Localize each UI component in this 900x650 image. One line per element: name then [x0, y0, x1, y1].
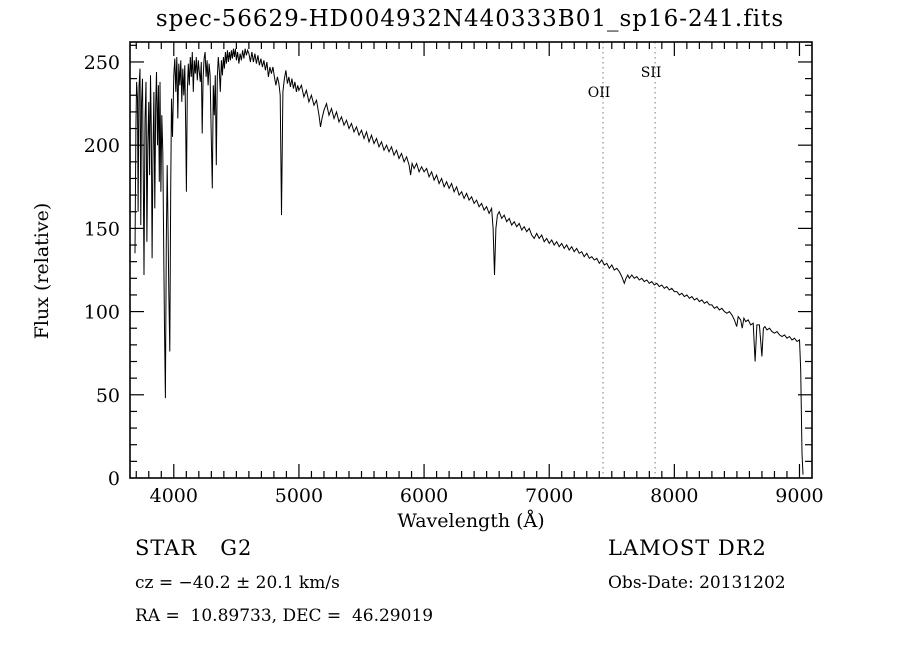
x-tick-label: 9000	[775, 485, 823, 507]
page-title: spec-56629-HD004932N440333B01_sp16-241.f…	[155, 6, 785, 32]
y-tick-label: 0	[108, 468, 120, 490]
ra-dec-label: RA = 10.89733, DEC = 46.29019	[135, 606, 434, 626]
spectrum-line	[134, 48, 804, 475]
marker-label-OII: OII	[588, 85, 611, 101]
x-tick-label: 6000	[400, 485, 448, 507]
y-tick-label: 200	[84, 135, 120, 157]
obs-date-label: Obs-Date: 20131202	[608, 573, 786, 593]
x-tick-label: 5000	[275, 485, 323, 507]
x-tick-label: 4000	[150, 485, 198, 507]
x-tick-label: 7000	[525, 485, 573, 507]
y-tick-label: 100	[84, 302, 120, 324]
marker-label-SII: SII	[641, 65, 662, 81]
y-axis-label: Flux (relative)	[31, 202, 53, 340]
cz-velocity-label: cz = −40.2 ± 20.1 km/s	[135, 573, 340, 593]
object-class-label: STAR G2	[135, 536, 253, 560]
plot-box	[129, 41, 813, 479]
survey-release-label: LAMOST DR2	[608, 536, 767, 560]
x-tick-label: 8000	[650, 485, 698, 507]
y-tick-label: 50	[96, 385, 120, 407]
y-tick-label: 250	[84, 52, 120, 74]
y-tick-label: 150	[84, 218, 120, 240]
x-axis-label: Wavelength (Å)	[397, 510, 545, 532]
